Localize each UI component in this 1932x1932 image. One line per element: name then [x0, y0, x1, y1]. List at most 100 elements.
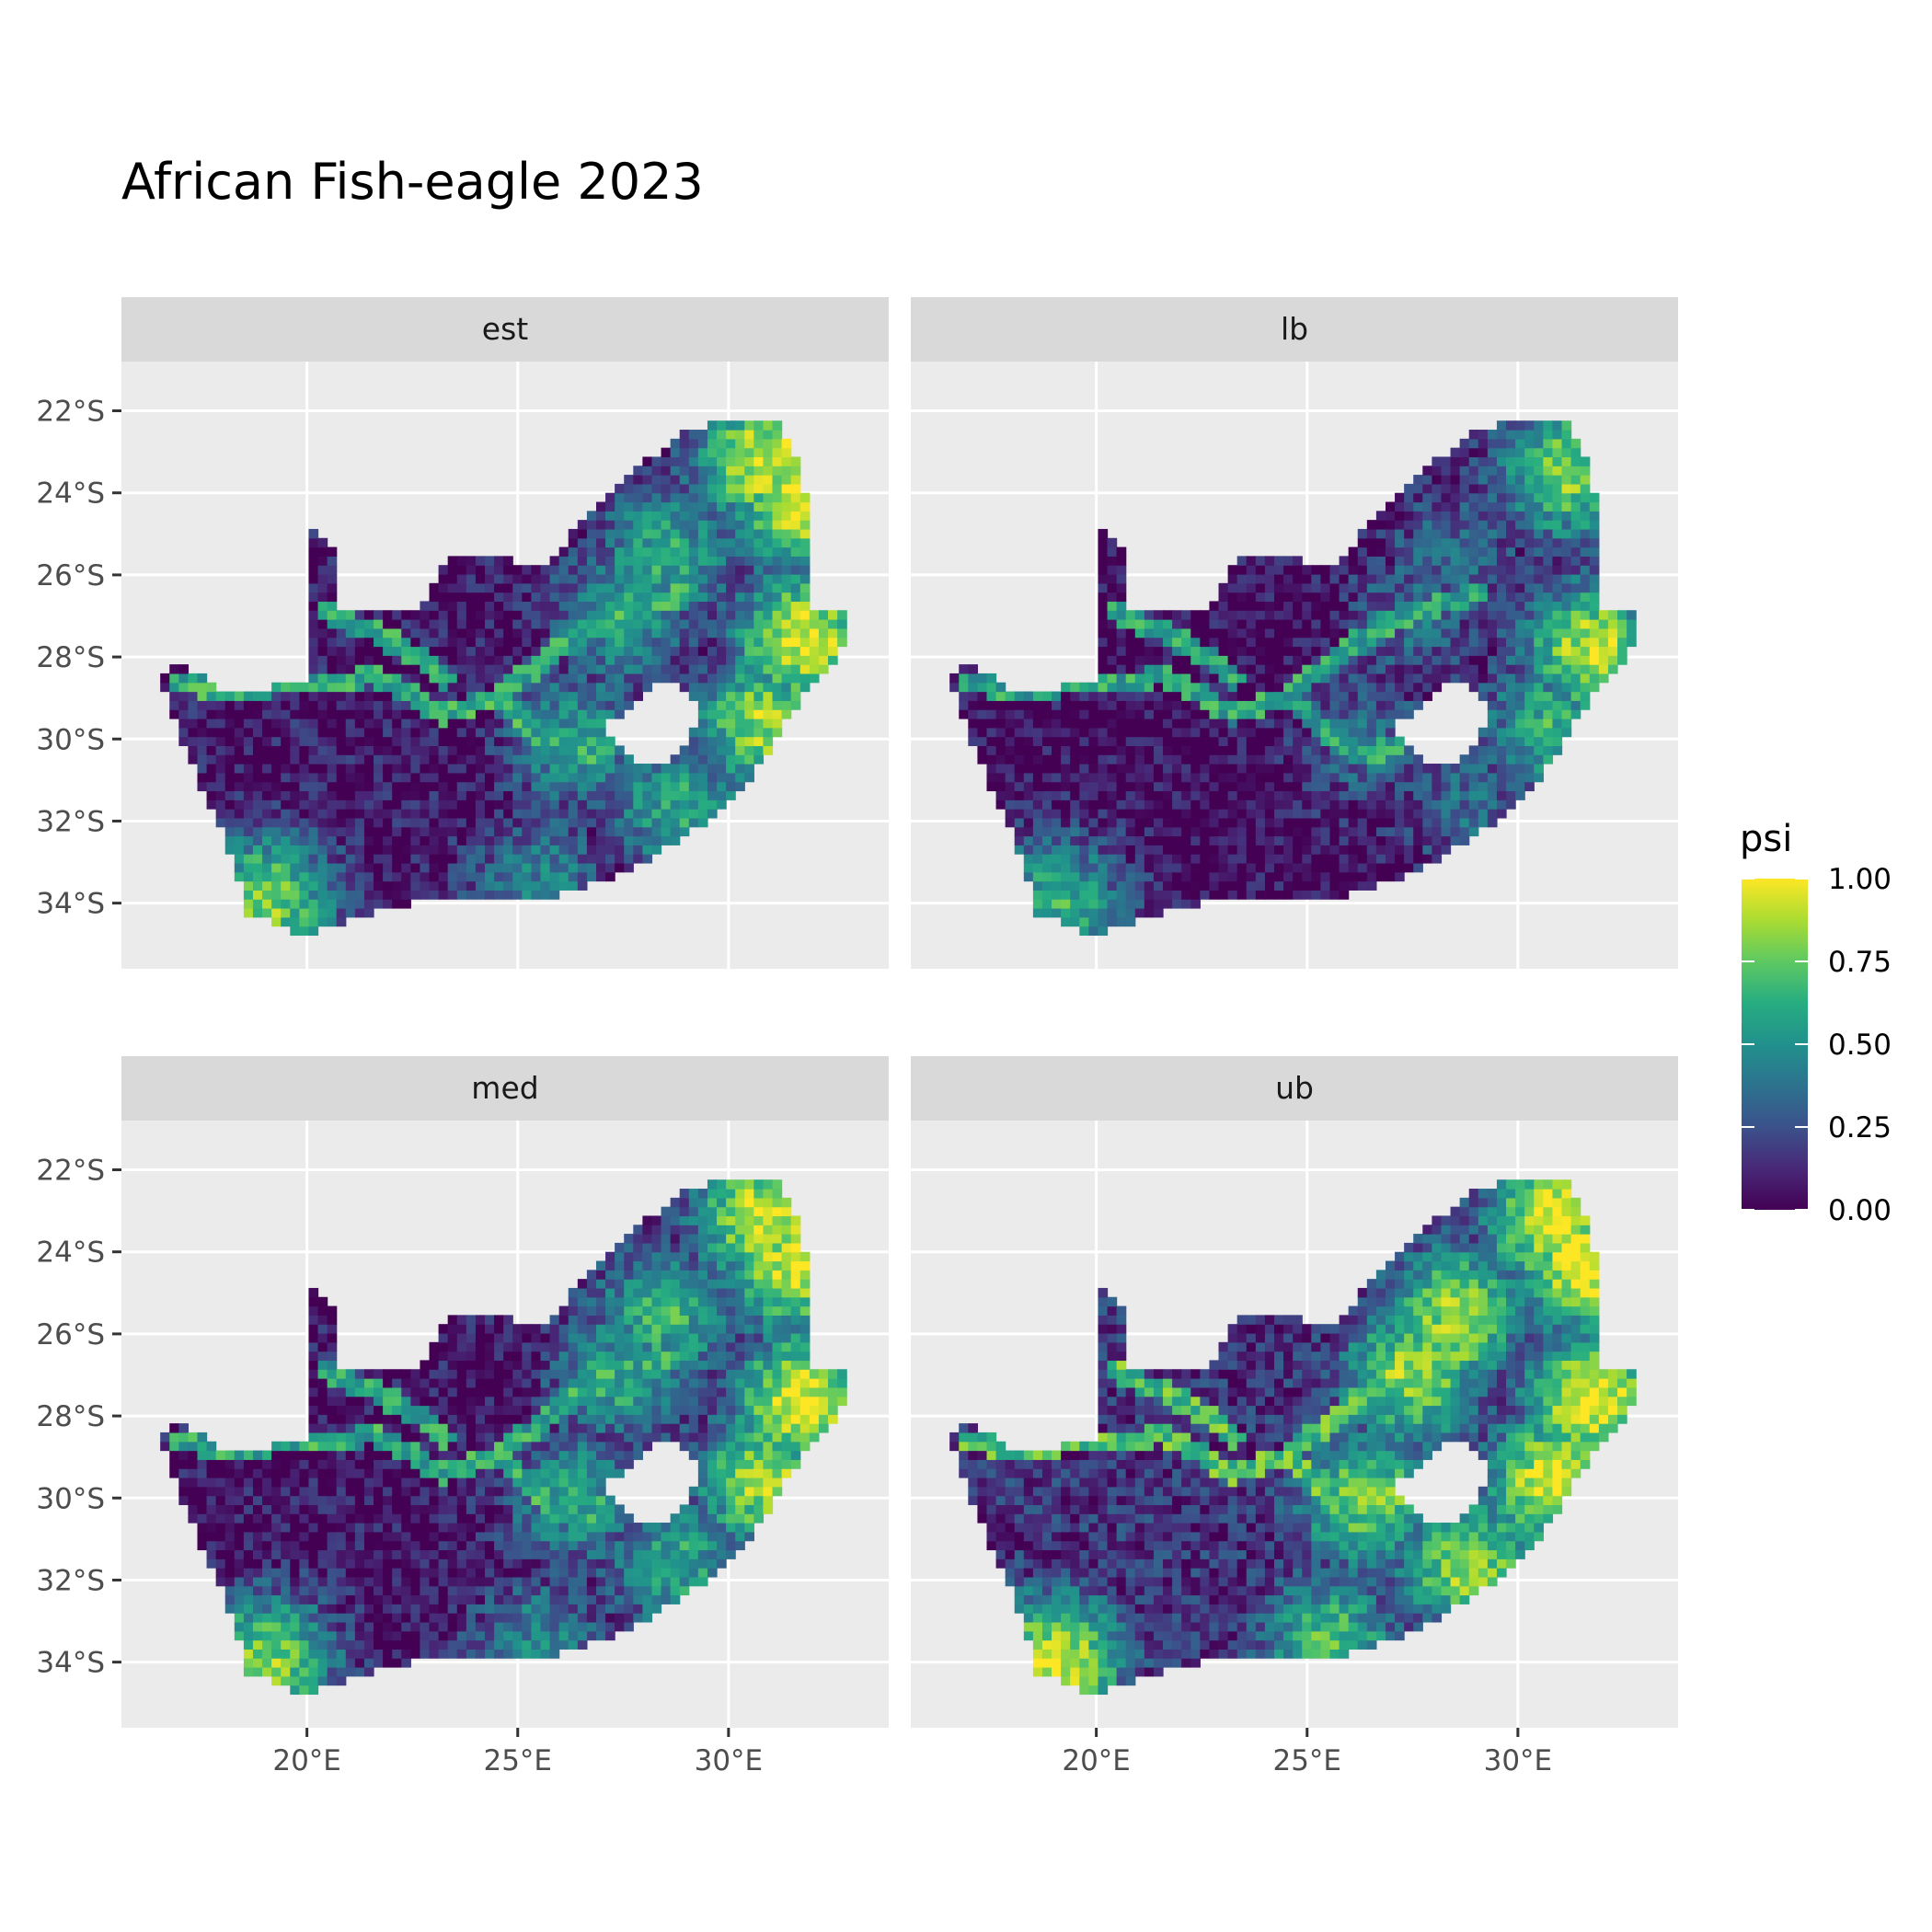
psi-cell — [271, 1667, 282, 1677]
psi-cell — [374, 799, 384, 810]
psi-cell — [374, 790, 384, 800]
psi-cell — [1061, 718, 1071, 729]
psi-cell — [1023, 781, 1034, 792]
psi-cell — [1246, 655, 1257, 665]
psi-cell — [1357, 817, 1368, 828]
psi-cell — [549, 781, 560, 792]
psi-cell — [1236, 854, 1248, 864]
psi-cell — [308, 528, 319, 539]
psi-cell — [178, 709, 190, 719]
psi-cell — [679, 556, 690, 566]
psi-cell — [392, 619, 402, 629]
psi-cell — [1543, 511, 1554, 521]
psi-cell — [799, 582, 811, 593]
psi-cell — [1478, 664, 1489, 674]
psi-cell — [1450, 809, 1461, 819]
psi-cell — [1357, 727, 1368, 738]
psi-cell — [234, 1504, 245, 1514]
psi-cell — [262, 718, 272, 729]
psi-cell — [1236, 646, 1248, 656]
psi-cell — [308, 899, 319, 909]
psi-cell — [1079, 908, 1089, 918]
psi-cell — [420, 682, 431, 693]
psi-cell — [1617, 619, 1627, 629]
psi-cell — [1274, 582, 1284, 593]
psi-cell — [1190, 790, 1201, 800]
psi-cell — [447, 718, 458, 729]
psi-cell — [512, 646, 523, 656]
psi-cell — [1144, 745, 1155, 755]
psi-cell — [1144, 619, 1155, 629]
psi-cell — [1311, 764, 1322, 774]
psi-cell — [1255, 673, 1266, 684]
psi-cell — [633, 646, 643, 656]
psi-cell — [1116, 799, 1127, 810]
psi-cell — [438, 826, 449, 837]
psi-cell — [1524, 537, 1535, 548]
psi-cell — [586, 565, 597, 575]
psi-cell — [595, 546, 606, 557]
psi-cell — [299, 908, 310, 918]
psi-cell — [345, 790, 356, 800]
psi-cell — [1478, 475, 1489, 485]
psi-cell — [522, 781, 533, 792]
psi-cell — [317, 574, 328, 584]
psi-cell — [1506, 565, 1516, 575]
psi-cell — [670, 817, 681, 828]
psi-cell — [753, 655, 765, 665]
psi-cell — [345, 781, 356, 792]
psi-cell — [485, 655, 495, 665]
psi-cell — [252, 1649, 263, 1659]
psi-cell — [299, 926, 310, 937]
psi-cell — [1125, 817, 1136, 828]
psi-cell — [262, 845, 272, 855]
psi-cell — [243, 899, 254, 909]
psi-cell — [1366, 528, 1377, 539]
psi-cell — [383, 835, 393, 845]
psi-cell — [1441, 511, 1452, 521]
psi-cell — [799, 592, 811, 603]
psi-cell — [1264, 727, 1275, 738]
psi-cell — [1302, 646, 1312, 656]
psi-cell — [1395, 537, 1405, 548]
psi-cell — [1264, 845, 1275, 855]
psi-cell — [1534, 709, 1544, 719]
psi-cell — [1357, 646, 1368, 656]
psi-cell — [299, 1621, 310, 1632]
psi-cell — [1617, 627, 1627, 638]
psi-cell — [224, 764, 236, 774]
psi-cell — [1534, 610, 1544, 620]
psi-cell — [336, 754, 347, 765]
psi-cell — [968, 709, 979, 719]
psi-cell — [410, 691, 421, 701]
psi-cell — [1227, 565, 1238, 575]
psi-cell — [1190, 664, 1201, 674]
psi-cell — [1357, 754, 1368, 765]
psi-cell — [1236, 764, 1248, 774]
psi-cell — [586, 809, 597, 819]
psi-cell — [1088, 845, 1099, 855]
psi-cell — [206, 1558, 217, 1569]
psi-cell — [1570, 475, 1581, 485]
psi-cell — [1320, 574, 1331, 584]
psi-cell — [661, 574, 672, 584]
psi-cell — [586, 537, 597, 548]
psi-cell — [1190, 880, 1201, 891]
psi-cell — [986, 673, 997, 684]
psi-cell — [1236, 691, 1248, 701]
psi-cell — [1283, 772, 1294, 783]
psi-cell — [1450, 492, 1461, 503]
psi-cell — [605, 646, 615, 656]
psi-cell — [503, 871, 513, 882]
psi-cell — [1515, 501, 1525, 512]
psi-cell — [438, 799, 449, 810]
psi-cell — [1246, 826, 1257, 837]
psi-cell — [1339, 556, 1350, 566]
psi-cell — [494, 556, 504, 566]
psi-cell — [1293, 790, 1303, 800]
psi-cell — [327, 682, 338, 693]
psi-cell — [1552, 492, 1563, 503]
psi-cell — [1023, 754, 1034, 765]
psi-cell — [1274, 727, 1284, 738]
psi-cell — [531, 809, 542, 819]
